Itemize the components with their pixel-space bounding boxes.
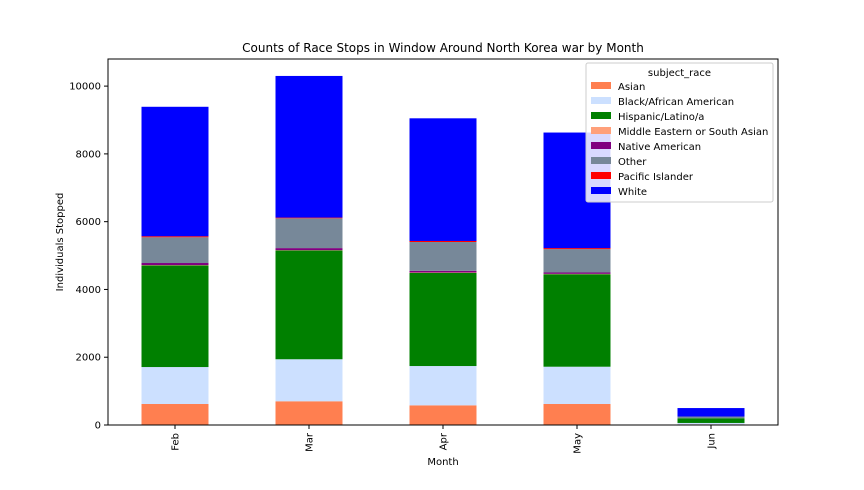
legend-entry-label: Black/African American — [618, 97, 734, 108]
legend-swatch — [591, 172, 611, 179]
y-tick-label: 8000 — [76, 149, 101, 160]
bar-segment-mar-4 — [276, 248, 343, 250]
bar-segment-apr-6 — [410, 241, 477, 242]
legend-swatch — [591, 127, 611, 134]
legend-entry-label: Asian — [618, 82, 645, 93]
bar-segment-jun-1 — [678, 423, 745, 424]
bar-segment-may-0 — [544, 404, 611, 425]
bar-segment-feb-6 — [142, 236, 209, 237]
bar-segment-mar-0 — [276, 401, 343, 425]
bar-segment-apr-1 — [410, 366, 477, 405]
y-tick-label: 0 — [95, 421, 101, 432]
y-tick-label: 4000 — [76, 285, 101, 296]
bar-segment-may-5 — [544, 249, 611, 272]
x-tick-label-jun: Jun — [707, 433, 718, 450]
legend-swatch — [591, 187, 611, 194]
y-tick-label: 2000 — [76, 353, 101, 364]
legend-entry-label: Other — [618, 157, 647, 168]
x-tick-label-mar: Mar — [305, 432, 316, 452]
legend-swatch — [591, 97, 611, 104]
legend-swatch — [591, 82, 611, 89]
bar-segment-feb-0 — [142, 404, 209, 425]
bar-segment-jun-2 — [678, 418, 745, 423]
bar-segment-may-6 — [544, 248, 611, 249]
chart-title: Counts of Race Stops in Window Around No… — [242, 41, 644, 55]
legend-entry-label: Native American — [618, 142, 701, 153]
bar-segment-jun-7 — [678, 408, 745, 416]
bar-segment-apr-0 — [410, 405, 477, 425]
bar-segment-apr-4 — [410, 271, 477, 273]
legend-swatch — [591, 112, 611, 119]
legend-title: subject_race — [648, 68, 711, 79]
bar-segment-feb-7 — [142, 107, 209, 236]
x-tick-label-apr: Apr — [439, 432, 450, 450]
legend-swatch — [591, 157, 611, 164]
bar-segment-may-2 — [544, 274, 611, 367]
y-tick-label: 6000 — [76, 217, 101, 228]
bar-segment-apr-5 — [410, 242, 477, 271]
bar-segment-feb-2 — [142, 265, 209, 367]
bar-segment-apr-7 — [410, 118, 477, 241]
x-tick-label-feb: Feb — [171, 433, 182, 451]
bar-segment-feb-4 — [142, 263, 209, 265]
bar-segment-apr-2 — [410, 273, 477, 366]
bar-segment-mar-5 — [276, 218, 343, 248]
bar-segment-may-1 — [544, 367, 611, 404]
bar-segment-mar-6 — [276, 218, 343, 219]
bar-segment-mar-2 — [276, 250, 343, 359]
x-axis-label: Month — [427, 457, 458, 468]
legend-swatch — [591, 142, 611, 149]
bar-segment-jun-5 — [678, 417, 745, 419]
bar-segment-may-4 — [544, 273, 611, 274]
y-axis-label: Individuals Stopped — [55, 193, 66, 292]
x-tick-label-may: May — [573, 433, 584, 454]
legend-entry-label: Middle Eastern or South Asian — [618, 127, 768, 138]
legend-entry-label: Hispanic/Latino/a — [618, 112, 704, 123]
y-tick-label: 10000 — [69, 82, 101, 93]
legend-entry-label: White — [618, 187, 647, 198]
legend-entry-label: Pacific Islander — [618, 172, 694, 183]
bar-segment-mar-7 — [276, 76, 343, 218]
bar-segment-feb-1 — [142, 367, 209, 404]
bar-segment-feb-5 — [142, 237, 209, 263]
bar-segment-mar-1 — [276, 359, 343, 401]
